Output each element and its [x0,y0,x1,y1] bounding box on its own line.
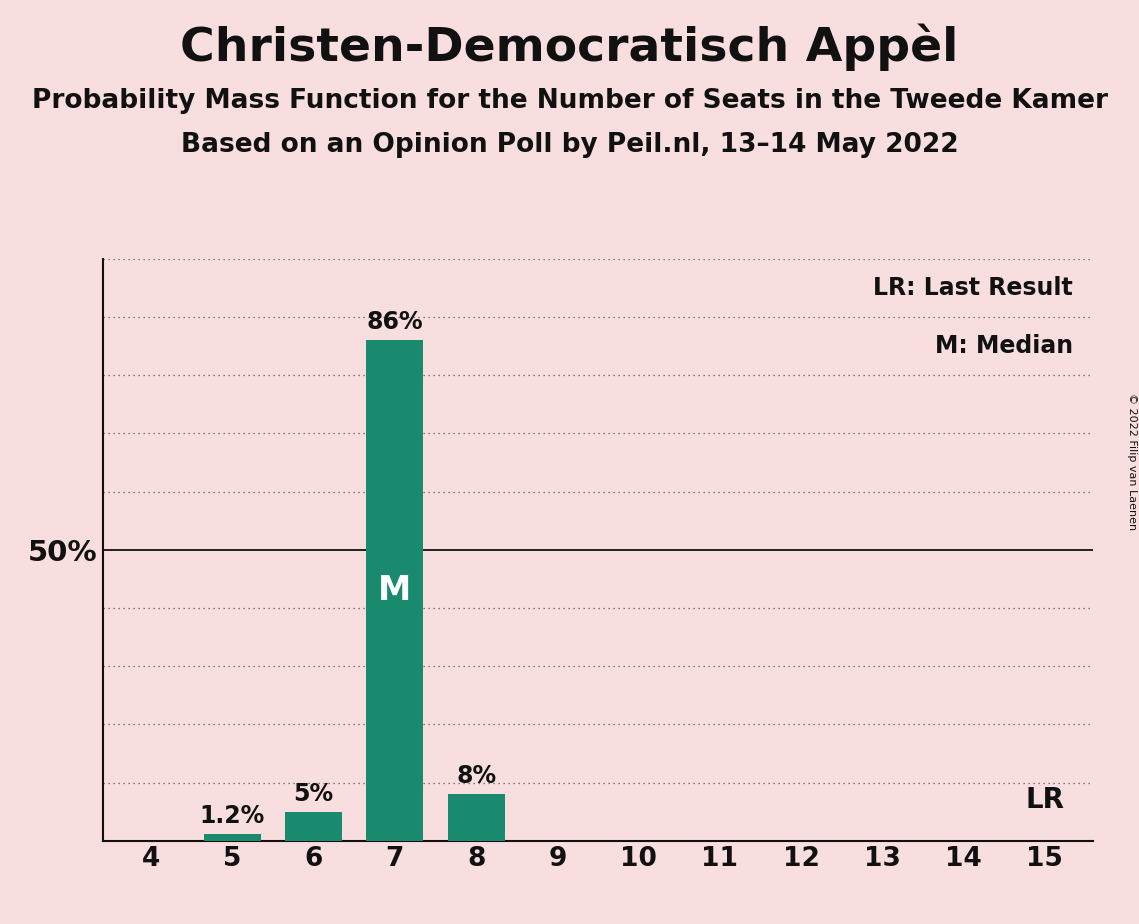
Text: Based on an Opinion Poll by Peil.nl, 13–14 May 2022: Based on an Opinion Poll by Peil.nl, 13–… [181,132,958,158]
Text: 8%: 8% [456,764,497,788]
Bar [285,812,342,841]
Text: M: Median: M: Median [935,334,1073,359]
Text: LR: Last Result: LR: Last Result [874,276,1073,300]
Text: LR: LR [1025,786,1064,814]
Bar [367,340,424,841]
Text: Probability Mass Function for the Number of Seats in the Tweede Kamer: Probability Mass Function for the Number… [32,88,1107,114]
Bar [448,795,505,841]
Text: Christen-Democratisch Appèl: Christen-Democratisch Appèl [180,23,959,70]
Text: 1.2%: 1.2% [199,804,265,828]
Text: 5%: 5% [294,782,334,806]
Text: M: M [378,574,411,607]
Text: © 2022 Filip van Laenen: © 2022 Filip van Laenen [1126,394,1137,530]
Text: 86%: 86% [367,310,424,334]
Bar [204,833,261,841]
